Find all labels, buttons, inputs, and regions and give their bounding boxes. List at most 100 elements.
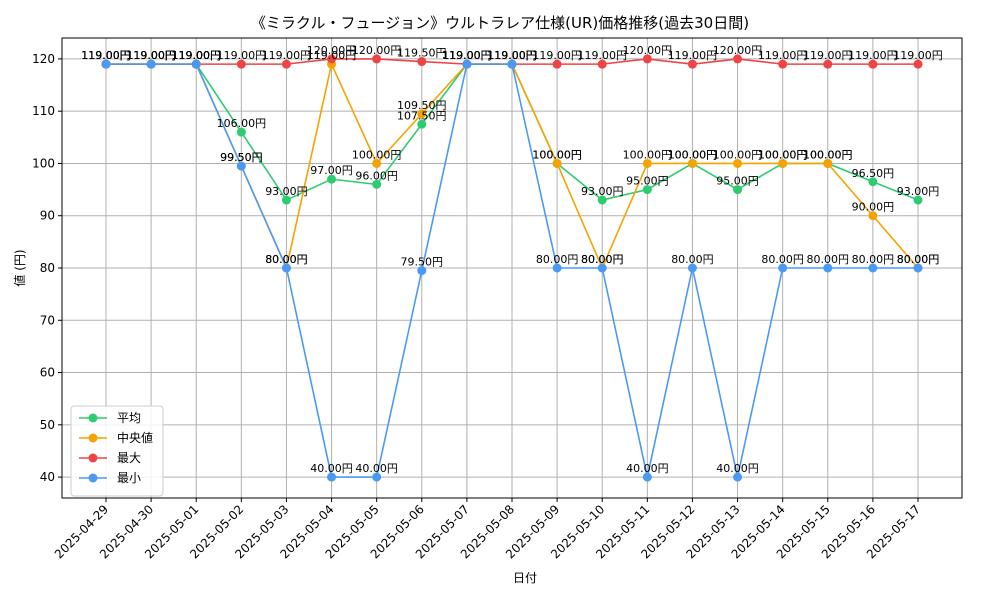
data-label: 90.00円 [852, 201, 895, 214]
legend-marker [88, 473, 98, 483]
data-point [372, 472, 382, 482]
data-point [597, 195, 607, 205]
chart-title: 《ミラクル・フュージョン》ウルトラレア仕様(UR)価格推移(過去30日間) [251, 14, 749, 32]
data-point [823, 158, 833, 168]
data-label: 100.00円 [532, 148, 582, 161]
data-label: 120.00円 [352, 44, 402, 57]
legend-marker [88, 453, 98, 463]
data-label: 80.00円 [671, 253, 714, 266]
data-point [687, 158, 697, 168]
data-point [778, 158, 788, 168]
data-point [642, 54, 652, 64]
data-label: 119.00円 [171, 49, 221, 62]
data-label: 93.00円 [581, 185, 624, 198]
data-label: 119.00円 [577, 49, 627, 62]
data-point [778, 59, 788, 69]
data-point [823, 263, 833, 273]
y-tick-label: 120 [32, 52, 55, 66]
data-label: 80.00円 [581, 253, 624, 266]
series-min [101, 59, 923, 482]
data-point [372, 54, 382, 64]
data-label: 119.00円 [171, 49, 221, 62]
y-tick-label: 50 [40, 418, 55, 432]
data-label: 100.00円 [668, 148, 718, 161]
data-point [913, 263, 923, 273]
data-label: 40.00円 [310, 462, 353, 475]
data-point [191, 59, 201, 69]
data-label: 119.00円 [442, 49, 492, 62]
data-point [327, 472, 337, 482]
series-layer [101, 54, 923, 482]
data-label: 97.00円 [310, 164, 353, 177]
data-label: 100.00円 [758, 148, 808, 161]
data-point [597, 263, 607, 273]
data-point [733, 158, 743, 168]
data-label: 119.00円 [487, 49, 537, 62]
data-point [417, 109, 427, 119]
data-point [372, 179, 382, 189]
y-tick-label: 70 [40, 313, 55, 327]
data-label: 93.00円 [265, 185, 308, 198]
legend-label: 最大 [117, 451, 141, 465]
legend-item-median: 中央値 [79, 430, 153, 445]
data-point [281, 263, 291, 273]
data-point [733, 472, 743, 482]
data-labels: 119.00円119.00円119.00円106.00円93.00円97.00円… [81, 44, 943, 475]
data-label: 119.00円 [262, 49, 312, 62]
data-label: 119.50円 [397, 47, 447, 60]
data-label: 107.50円 [397, 109, 447, 122]
data-label: 119.00円 [81, 49, 131, 62]
y-tick-label: 60 [40, 366, 55, 380]
data-label: 119.00円 [126, 49, 176, 62]
data-point [507, 59, 517, 69]
data-label: 119.00円 [126, 49, 176, 62]
data-label: 119.00円 [442, 49, 492, 62]
data-label: 100.00円 [532, 148, 582, 161]
data-label: 119.00円 [803, 49, 853, 62]
legend-label: 最小 [117, 471, 141, 485]
data-label: 119.00円 [126, 49, 176, 62]
y-axis: 40 50 60 70 80 90 100 110 120 [32, 52, 62, 484]
data-point [327, 54, 337, 64]
data-label: 80.00円 [536, 253, 579, 266]
data-point [868, 263, 878, 273]
data-point [236, 127, 246, 137]
data-label: 119.00円 [81, 49, 131, 62]
data-label: 96.50円 [852, 167, 895, 180]
y-tick-label: 40 [40, 470, 55, 484]
data-label: 119.00円 [217, 49, 267, 62]
data-label: 80.00円 [897, 253, 940, 266]
data-label: 40.00円 [355, 462, 398, 475]
data-label: 119.00円 [487, 49, 537, 62]
data-label: 100.00円 [623, 148, 673, 161]
data-label: 80.00円 [761, 253, 804, 266]
data-label: 40.00円 [716, 462, 759, 475]
data-label: 95.00円 [716, 175, 759, 188]
data-point [462, 59, 472, 69]
data-label: 40.00円 [626, 462, 669, 475]
data-label: 80.00円 [265, 253, 308, 266]
legend-item-max: 最大 [79, 451, 141, 465]
data-label: 119.00円 [171, 49, 221, 62]
data-label: 96.00円 [355, 169, 398, 182]
data-point [913, 59, 923, 69]
legend-item-min: 最小 [79, 471, 141, 485]
data-point [687, 263, 697, 273]
data-label: 80.00円 [852, 253, 895, 266]
data-point [778, 263, 788, 273]
data-label: 80.00円 [807, 253, 850, 266]
data-point [372, 158, 382, 168]
data-point [913, 195, 923, 205]
y-tick-label: 80 [40, 261, 55, 275]
data-label: 80.00円 [265, 253, 308, 266]
data-point [733, 185, 743, 195]
data-label: 120.00円 [623, 44, 673, 57]
data-point [642, 472, 652, 482]
data-point [868, 211, 878, 221]
legend-label: 中央値 [117, 430, 153, 445]
data-label: 99.50円 [220, 151, 263, 164]
data-point [417, 266, 427, 276]
data-point [417, 119, 427, 129]
